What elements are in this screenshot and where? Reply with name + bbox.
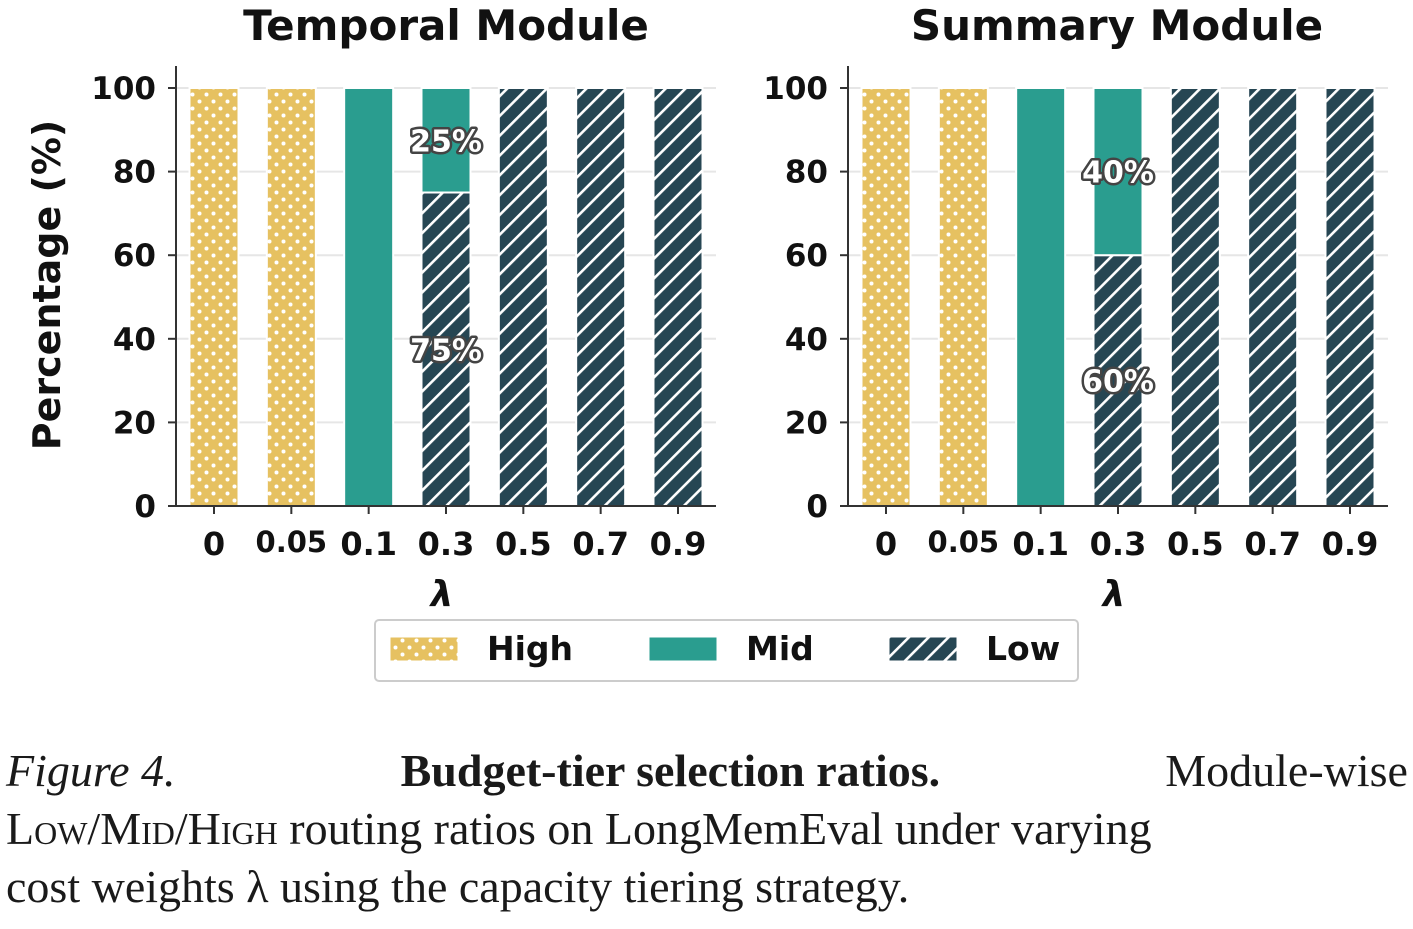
x-tick-label: 0.1 [340,525,397,563]
y-axis-label: Percentage (%) [25,120,69,451]
y-tick-label: 40 [785,322,828,358]
caption-line-2: Low/Mid/High routing ratios on LongMemEv… [6,803,1152,854]
caption-label: Figure 4. [6,745,176,796]
x-tick-label: 0.3 [418,525,475,563]
caption-line1-end: Module-wise [1165,745,1408,796]
y-tick-label: 20 [785,405,828,441]
caption-sc-high: High [187,803,278,854]
x-tick-label: 0.05 [928,525,1000,559]
x-tick-label: 0.05 [256,525,328,559]
bar-mid-0.3 [1092,87,1144,257]
figure-chart: 25% 75% 0 20 40 60 80 100 0 0.05 0.1 0.3 0.5 0.7 0.9 Te… [25,1,1388,682]
caption-line2-rest: routing ratios on LongMemEval under vary… [289,803,1152,854]
x-tick-label: 0 [203,525,225,563]
x-tick-label: 0.3 [1090,525,1147,563]
x-tick-label: 0.5 [495,525,552,563]
x-axis-label: λ [1101,574,1126,615]
bar-mid-0.3 [420,87,472,194]
bar-low-0.5 [1169,87,1221,507]
y-tick-label: 80 [113,155,156,191]
legend-swatch-mid [648,636,718,662]
x-tick-label: 0.9 [650,525,707,563]
chart-panel-1: 25% 75% 0 20 40 60 80 100 0 0.05 0.1 0.3 0.5 0.7 0.9 Te… [25,1,716,615]
chart-title: Summary Module [911,1,1323,50]
y-tick-label: 40 [113,322,156,358]
bar-high-0.05 [265,87,317,507]
bar-mid-0.1 [1015,87,1067,507]
y-tick-label: 0 [806,489,828,525]
bar-high-0 [860,87,912,507]
legend-swatch-low [888,636,958,662]
bar-annotation: 25% [410,124,482,159]
y-tick-label: 60 [785,238,828,274]
y-tick-label: 0 [134,489,156,525]
x-tick-label: 0.7 [572,525,629,563]
chart-title: Temporal Module [243,1,649,50]
figure-caption: Figure 4. Budget-tier selection ratios. … [6,742,1408,916]
bar-low-0.9 [652,87,704,507]
x-tick-label: 0.1 [1012,525,1069,563]
x-tick-label: 0 [875,525,897,563]
legend-label-low: Low [986,629,1060,668]
bar-high-0.05 [937,87,989,507]
x-tick-label: 0.9 [1322,525,1379,563]
bar-low-0.5 [497,87,549,507]
legend-box [374,619,1079,682]
legend: High Mid Low [374,619,1079,682]
caption-bold-title: Budget-tier selection ratios. [400,745,941,796]
bar-annotation: 75% [410,333,482,368]
bar-mid-0.1 [343,87,395,507]
bar-low-0.3 [1092,254,1144,507]
bar-annotation: 40% [1082,156,1154,191]
x-tick-label: 0.7 [1244,525,1301,563]
chart-panel-2: 40% 60% 0 20 40 60 80 100 0 0.05 0.1 0.3 0.5 0.7 0.9 Su… [763,1,1388,615]
legend-label-high: High [487,629,573,668]
y-tick-label: 100 [763,71,828,107]
bar-low-0.9 [1324,87,1376,507]
bar-low-0.7 [575,87,627,507]
bar-annotation: 60% [1082,365,1154,400]
bar-low-0.7 [1247,87,1299,507]
caption-sc-mid: Mid [100,803,175,854]
y-tick-label: 20 [113,405,156,441]
caption-sc-low: Low [6,803,88,854]
y-tick-label: 60 [113,238,156,274]
caption-line-1: Figure 4. Budget-tier selection ratios. … [6,742,1408,800]
legend-label-mid: Mid [746,629,814,668]
y-tick-label: 100 [91,71,156,107]
legend-swatch-high [389,636,459,662]
caption-line-3: cost weights λ using the capacity tierin… [6,861,910,912]
bar-high-0 [188,87,240,507]
x-tick-label: 0.5 [1167,525,1224,563]
y-tick-label: 80 [785,155,828,191]
x-axis-label: λ [429,574,454,615]
